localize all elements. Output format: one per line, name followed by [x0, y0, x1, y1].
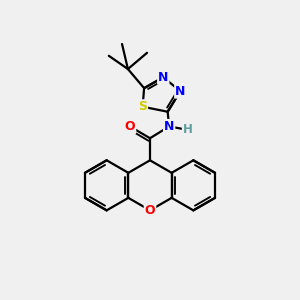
Text: O: O: [125, 120, 135, 133]
Text: N: N: [158, 71, 168, 84]
Text: O: O: [145, 204, 155, 217]
Text: H: H: [183, 123, 193, 136]
Text: N: N: [164, 120, 174, 133]
Text: S: S: [138, 100, 147, 113]
Text: N: N: [175, 85, 185, 98]
